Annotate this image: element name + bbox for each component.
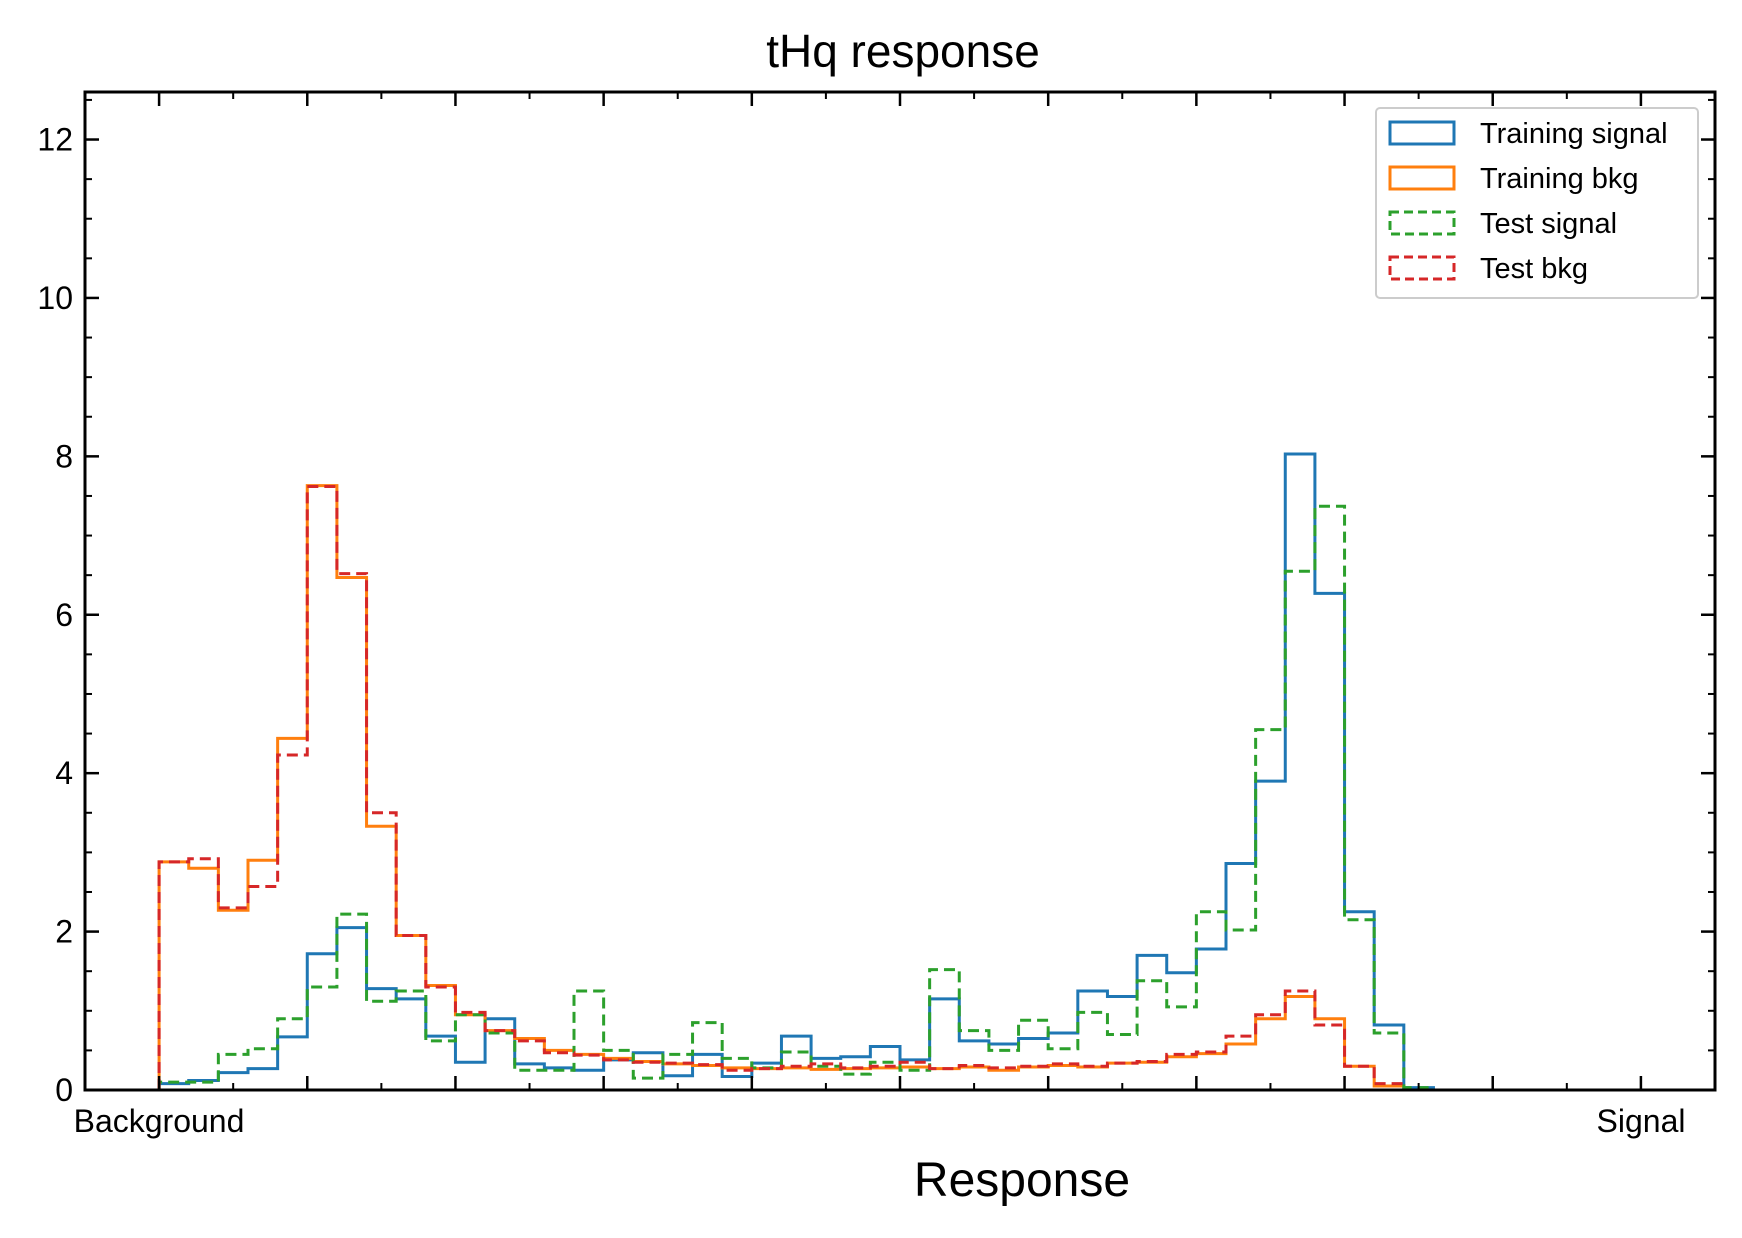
data-layer — [157, 452, 1641, 1092]
legend-label: Training signal — [1480, 118, 1668, 150]
y-tick-label: 4 — [55, 755, 73, 791]
y-tick-label: 10 — [37, 280, 73, 316]
legend: Training signal Training bkg Test signal Te… — [1375, 107, 1699, 299]
y-tick-label: 6 — [55, 597, 73, 633]
ticks-layer — [85, 92, 1715, 1092]
series-test-signal-step — [157, 504, 1641, 1092]
legend-swatch — [1388, 210, 1456, 236]
y-tick-label: 12 — [37, 122, 73, 158]
legend-swatch — [1388, 165, 1456, 191]
x-tick-label-signal: Signal — [1597, 1103, 1686, 1139]
x-axis-label: Response — [914, 1154, 1130, 1207]
legend-label: Training bkg — [1480, 163, 1639, 195]
legend-box — [1375, 107, 1699, 299]
y-tick-label: 0 — [55, 1072, 73, 1108]
legend-label: Test signal — [1480, 208, 1617, 240]
legend-swatch — [1388, 255, 1456, 281]
y-tick-label: 8 — [55, 438, 73, 474]
series-training-signal-step — [157, 452, 1641, 1092]
legend-swatch — [1388, 120, 1456, 146]
legend-label: Test bkg — [1480, 253, 1588, 285]
x-tick-label-background: Background — [74, 1103, 245, 1139]
y-tick-labels: 0 2 4 6 8 10 12 — [37, 122, 73, 1108]
chart-title: tHq response — [766, 25, 1040, 77]
series-test-bkg-step — [157, 484, 1641, 1092]
y-tick-label: 2 — [55, 914, 73, 950]
